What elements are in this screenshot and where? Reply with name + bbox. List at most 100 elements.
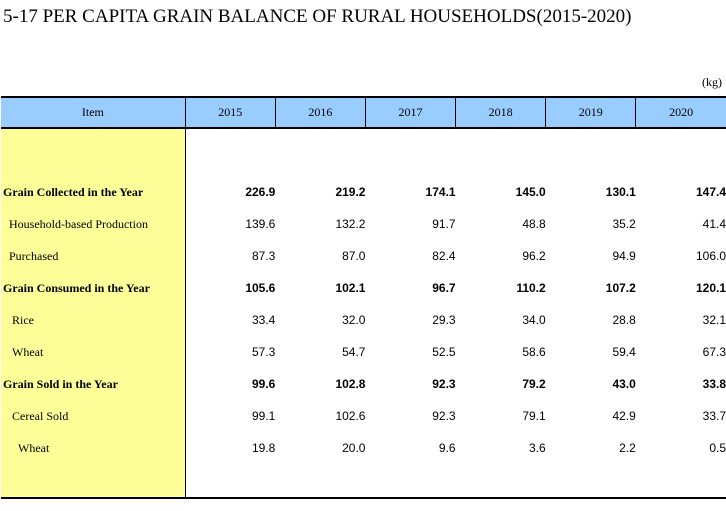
value-cell: 94.9 — [546, 240, 636, 272]
table-row: Grain Consumed in the Year 105.6 102.1 96.7… — [1, 272, 726, 304]
value-text: 29.3 — [432, 313, 456, 327]
page-title: 5-17 PER CAPITA GRAIN BALANCE OF RURAL H… — [3, 6, 632, 27]
value-text: 120.1 — [695, 281, 726, 295]
row-label: Grain Consumed in the Year — [1, 272, 186, 304]
value-text: 107.2 — [605, 281, 636, 295]
value-text: 32.0 — [342, 313, 366, 327]
value-cell: 34.0 — [456, 304, 546, 336]
value-text: 96.2 — [522, 249, 546, 263]
value-text: 110.2 — [516, 281, 546, 295]
value-cell: 139.6 — [185, 208, 275, 240]
table-row: Cereal Sold 99.1 102.6 92.3 79.1 42.9 33.7 — [1, 400, 726, 432]
value-text: 132.2 — [335, 217, 366, 231]
value-text: 9.6 — [438, 441, 456, 455]
value-cell: 35.2 — [546, 208, 636, 240]
value-cell: 2.2 — [546, 432, 636, 464]
value-cell: 99.1 — [185, 400, 275, 432]
value-text: 79.1 — [522, 409, 546, 423]
value-cell: 102.6 — [275, 400, 365, 432]
value-text: 42.9 — [612, 409, 636, 423]
value-cell: 82.4 — [365, 240, 455, 272]
value-cell: 54.7 — [275, 336, 365, 368]
value-text: 102.8 — [335, 377, 366, 391]
value-cell: 105.6 — [185, 272, 275, 304]
header-item: Item — [1, 96, 186, 129]
value-cell: 110.2 — [456, 272, 546, 304]
header-year: 2017 — [364, 96, 456, 129]
value-text: 99.1 — [252, 409, 276, 423]
value-cell: 32.0 — [275, 304, 365, 336]
value-text: 82.4 — [432, 249, 456, 263]
value-cell: 87.0 — [275, 240, 365, 272]
value-cell: 79.1 — [456, 400, 546, 432]
header-year: 2019 — [545, 96, 636, 129]
value-cell: 57.3 — [185, 336, 275, 368]
row-label: Purchased — [1, 240, 186, 272]
spacer-row — [1, 128, 726, 176]
value-text: 34.0 — [522, 313, 546, 327]
value-text: 35.2 — [612, 217, 636, 231]
value-cell: 19.8 — [185, 432, 275, 464]
value-text: 87.0 — [342, 249, 366, 263]
table-row: Rice 33.4 32.0 29.3 34.0 28.8 32.1 — [1, 304, 726, 336]
value-text: 106.0 — [695, 249, 726, 263]
value-cell: 87.3 — [185, 240, 275, 272]
value-cell: 219.2 — [275, 176, 365, 208]
value-text: 32.1 — [702, 313, 726, 327]
value-cell: 58.6 — [456, 336, 545, 368]
header-row: Item 2015 2016 2017 2018 2019 2020 — [1, 96, 726, 129]
value-cell: 48.8 — [456, 208, 546, 240]
value-cell: 96.7 — [365, 272, 455, 304]
value-cell: 145.0 — [456, 176, 546, 208]
value-cell: 226.9 — [185, 176, 275, 208]
value-text: 33.8 — [702, 377, 726, 391]
value-cell: 33.7 — [636, 400, 726, 432]
value-cell: 0.5 — [636, 432, 726, 464]
table-row: Wheat 19.8 20.0 9.6 3.6 2.2 0.5 — [1, 432, 726, 464]
value-text: 67.3 — [702, 345, 726, 359]
value-text: 105.6 — [245, 281, 276, 295]
value-text: 41.4 — [702, 217, 726, 231]
value-cell: 33.8 — [636, 368, 726, 400]
value-text: 33.7 — [702, 409, 726, 423]
row-label: Household-based Production — [1, 208, 186, 240]
value-text: 0.5 — [709, 441, 726, 455]
value-text: 96.7 — [432, 281, 456, 295]
value-cell: 107.2 — [546, 272, 636, 304]
value-text: 92.3 — [432, 409, 456, 423]
table-row: Grain Collected in the Year 226.9 219.2 174… — [1, 176, 726, 208]
value-cell: 20.0 — [275, 432, 365, 464]
padding-row — [1, 464, 726, 499]
value-cell: 79.2 — [456, 368, 546, 400]
row-label: Wheat — [1, 336, 186, 368]
value-text: 130.1 — [605, 185, 636, 199]
label-cell-empty — [1, 128, 186, 176]
value-text: 92.3 — [432, 377, 456, 391]
value-cell: 99.6 — [185, 368, 275, 400]
value-cell: 132.2 — [275, 208, 365, 240]
value-text: 20.0 — [342, 441, 366, 455]
value-text: 79.2 — [522, 377, 546, 391]
value-cell: 3.6 — [456, 432, 546, 464]
value-text: 226.9 — [245, 185, 276, 199]
value-text: 57.3 — [252, 345, 276, 359]
value-text: 219.2 — [335, 185, 366, 199]
value-text: 19.8 — [252, 441, 276, 455]
value-text: 94.9 — [612, 249, 636, 263]
value-cell: 120.1 — [636, 272, 726, 304]
value-text: 139.6 — [245, 217, 276, 231]
row-label: Wheat — [1, 432, 186, 464]
value-text: 102.6 — [335, 409, 366, 423]
value-cell: 96.2 — [456, 240, 546, 272]
value-text: 33.4 — [252, 313, 276, 327]
value-cell: 42.9 — [546, 400, 636, 432]
value-text: 2.2 — [619, 441, 636, 455]
value-cell: 174.1 — [365, 176, 456, 208]
value-text: 91.7 — [432, 217, 456, 231]
value-text: 52.5 — [432, 345, 456, 359]
value-text: 48.8 — [522, 217, 546, 231]
table-row: Grain Sold in the Year 99.6 102.8 92.3 79.2 4… — [1, 368, 726, 400]
value-text: 3.6 — [529, 441, 546, 455]
value-cell: 102.1 — [275, 272, 365, 304]
value-cell: 41.4 — [636, 208, 726, 240]
